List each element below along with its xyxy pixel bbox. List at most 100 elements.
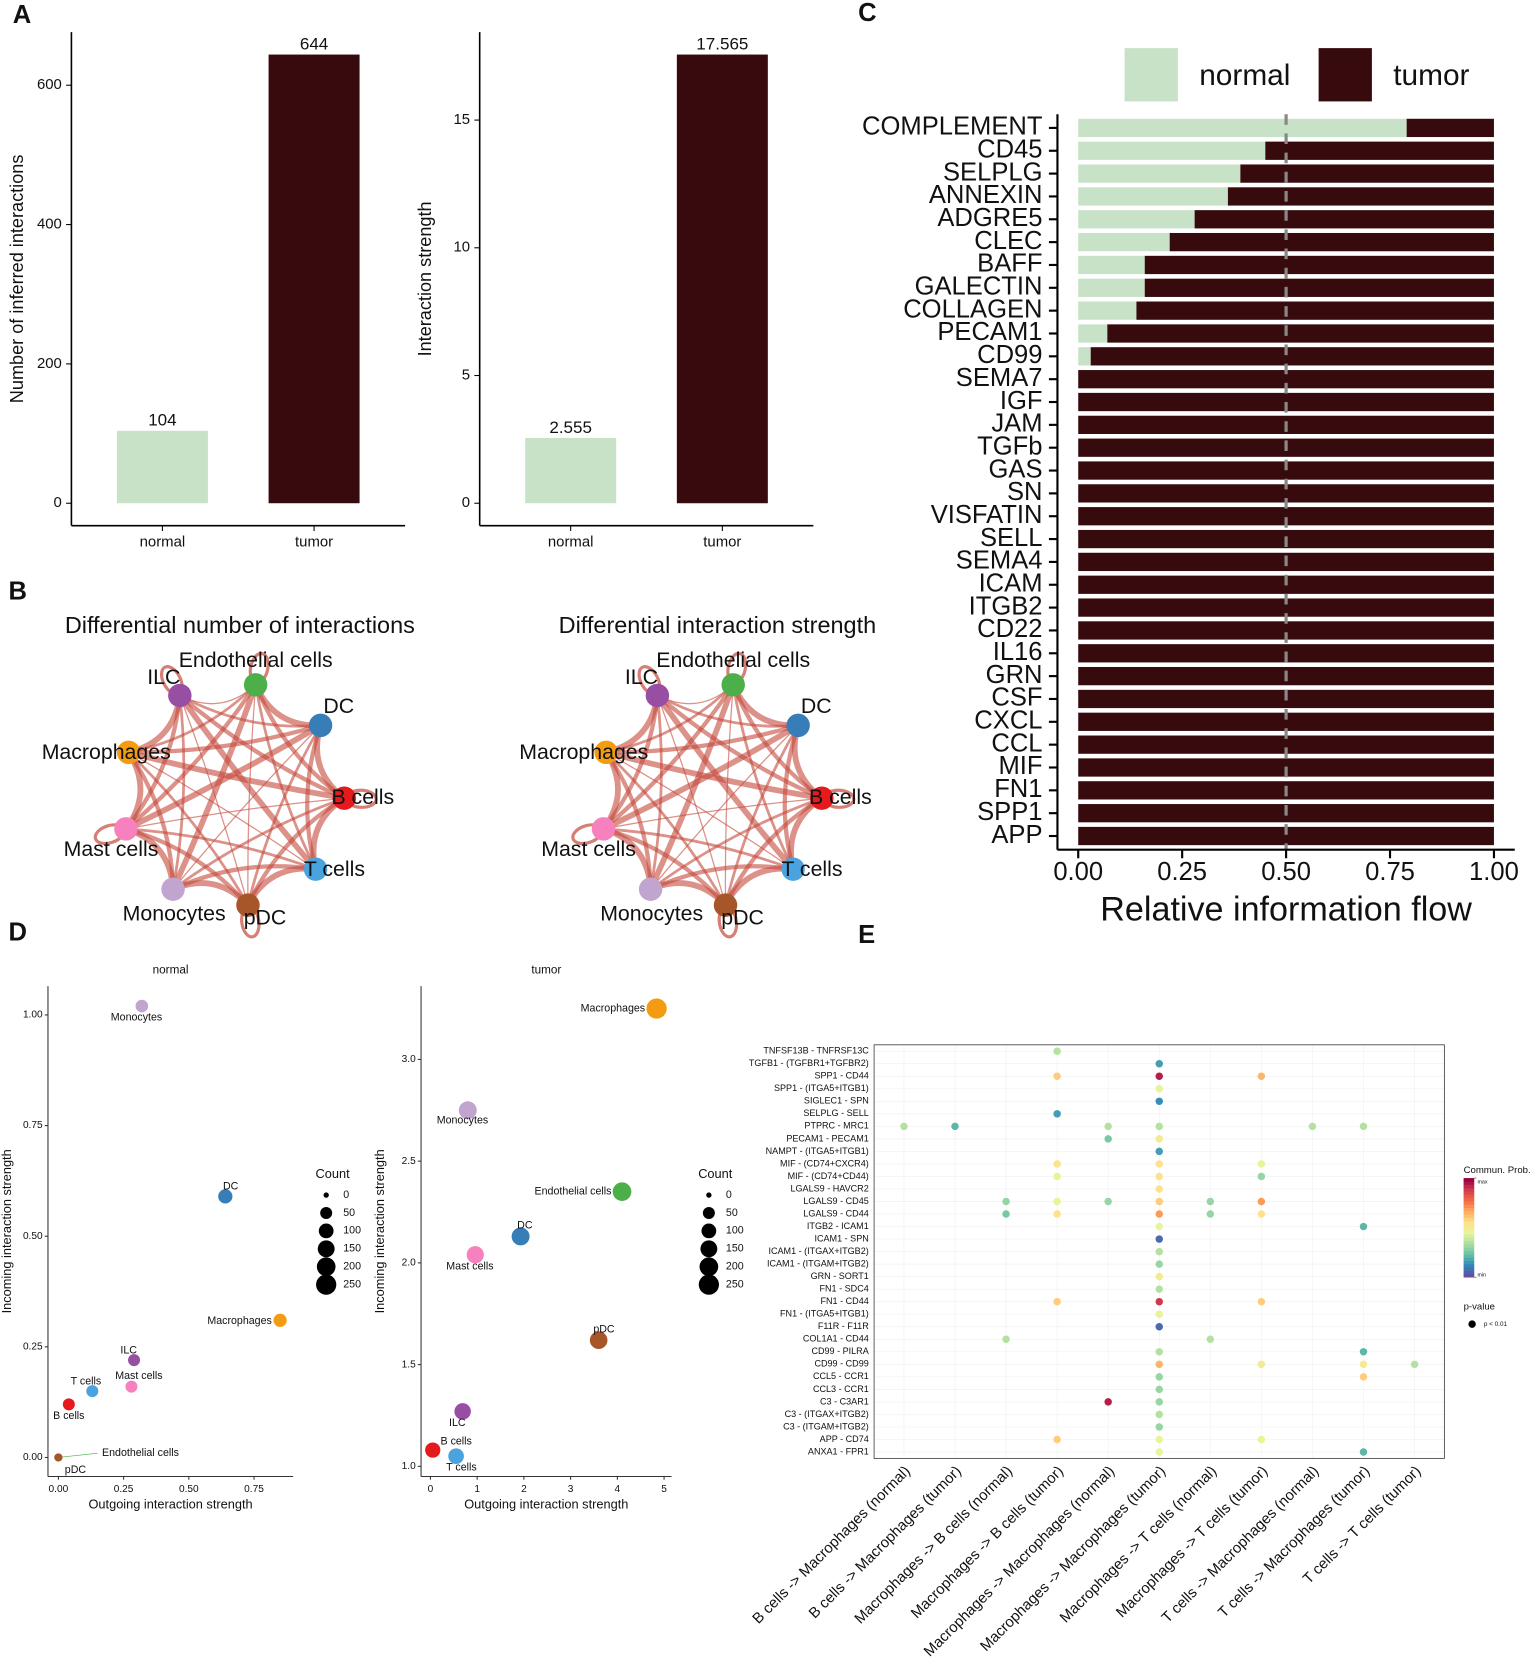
- node-label: B cells: [809, 785, 872, 809]
- edge: [649, 796, 823, 891]
- y-tick-label: MIF: [998, 752, 1042, 780]
- point-label: Monocytes: [111, 1012, 162, 1024]
- legend-size: [320, 1207, 333, 1220]
- legend-title: Count: [698, 1166, 733, 1181]
- dot: [1155, 1097, 1163, 1106]
- colorbar-step: [1463, 1214, 1475, 1219]
- y-tick-label: 0: [462, 494, 470, 511]
- edge: [656, 693, 823, 801]
- bar-segment: [1078, 392, 1494, 412]
- edge: [128, 723, 322, 755]
- colorbar-step: [1463, 1207, 1475, 1212]
- point: [612, 1182, 632, 1202]
- row-label: C3 - (ITGAM+ITGB2): [783, 1421, 869, 1431]
- x-tick-label: 0.50: [179, 1484, 199, 1495]
- point-label: Endothelial cells: [102, 1447, 179, 1459]
- legend-size: [701, 1223, 717, 1239]
- bar: [268, 54, 360, 504]
- row-label: MIF - (CD74+CD44): [788, 1171, 869, 1181]
- colorbar-label: max: [1477, 1180, 1487, 1186]
- bar-segment: [1078, 210, 1195, 229]
- colorbar-step: [1463, 1194, 1475, 1199]
- dot: [1359, 1122, 1368, 1131]
- colorbar-step: [1463, 1211, 1475, 1215]
- point-label: pDC: [593, 1323, 615, 1335]
- node: [243, 673, 268, 697]
- dot: [951, 1122, 959, 1131]
- bar-segment: [1240, 164, 1494, 183]
- bar-segment: [1078, 187, 1228, 206]
- edge: [127, 751, 250, 906]
- y-tick-label: CLEC: [974, 227, 1042, 255]
- point-label: pDC: [65, 1464, 87, 1476]
- dot: [1053, 1072, 1061, 1080]
- point-label: ILC: [449, 1417, 466, 1429]
- dot: [1104, 1398, 1112, 1406]
- legend-size: [317, 1240, 335, 1258]
- dot: [1155, 1059, 1163, 1068]
- legend-size: [323, 1192, 329, 1198]
- colorbar-step: [1463, 1250, 1475, 1255]
- bar-segment: [1078, 118, 1407, 138]
- point: [448, 1448, 464, 1465]
- x-tick-label: 2: [521, 1484, 527, 1495]
- y-tick-label: 0.25: [23, 1342, 43, 1353]
- colorbar-step: [1463, 1181, 1475, 1185]
- dot: [1359, 1373, 1368, 1381]
- node: [591, 817, 616, 841]
- x-tick-label: 0.00: [49, 1484, 69, 1495]
- node-label: T cells: [781, 857, 842, 881]
- y-tick-label: SEMA7: [956, 364, 1043, 392]
- row-label: PECAM1 - PECAM1: [786, 1133, 868, 1143]
- row-label: ANXA1 - FPR1: [808, 1446, 869, 1456]
- point-label: T cells: [446, 1462, 477, 1474]
- edge: [247, 684, 257, 906]
- y-tick-label: APP: [991, 821, 1042, 849]
- y-tick-label: SELL: [980, 524, 1043, 552]
- legend-title: p-value: [1464, 1302, 1495, 1313]
- node-label: pDC: [244, 906, 287, 930]
- dot: [900, 1122, 908, 1131]
- node: [786, 713, 810, 738]
- dot: [1359, 1360, 1368, 1369]
- row-label: LGALS9 - CD44: [803, 1208, 868, 1218]
- x-tick-label: 4: [615, 1484, 621, 1495]
- y-tick-label: CSF: [991, 684, 1042, 712]
- legend-title: Count: [316, 1166, 351, 1181]
- row-label: NAMPT - (ITGA5+ITGB1): [766, 1146, 869, 1156]
- dot: [1155, 1272, 1163, 1281]
- edge: [127, 749, 345, 802]
- colorbar-step: [1463, 1254, 1475, 1258]
- node: [713, 893, 738, 917]
- bar-segment: [1078, 461, 1494, 480]
- y-tick-label: CD99: [977, 341, 1042, 369]
- legend-size: [699, 1257, 719, 1277]
- colorbar-step: [1463, 1187, 1475, 1192]
- dot: [1257, 1197, 1266, 1206]
- dot: [1053, 1210, 1061, 1218]
- bar-segment: [1078, 164, 1241, 183]
- dot: [1155, 1423, 1163, 1431]
- y-tick-label: 5: [462, 366, 470, 383]
- node: [594, 740, 618, 765]
- point-label: Mast cells: [446, 1260, 493, 1272]
- x-tick-label: 5: [661, 1484, 667, 1495]
- node: [236, 893, 260, 917]
- legend-size: [316, 1274, 337, 1295]
- dot: [1155, 1410, 1163, 1419]
- dot: [1053, 1435, 1061, 1444]
- row-label: GRN - SORT1: [811, 1271, 869, 1281]
- row-label: LGALS9 - HAVCR2: [790, 1183, 868, 1193]
- bar-segment: [1078, 484, 1494, 503]
- row-label: C3 - (ITGAX+ITGB2): [785, 1409, 869, 1419]
- y-tick-label: 2.5: [402, 1156, 416, 1167]
- y-tick-label: VISFATIN: [931, 501, 1043, 529]
- y-tick-label: JAM: [991, 410, 1042, 438]
- row-label: CCL5 - CCR1: [813, 1371, 869, 1381]
- dot: [1104, 1197, 1112, 1206]
- point-label: ILC: [120, 1344, 137, 1356]
- edge: [603, 827, 794, 871]
- edge: [602, 683, 735, 831]
- node: [116, 740, 141, 765]
- bar-segment: [1078, 255, 1145, 275]
